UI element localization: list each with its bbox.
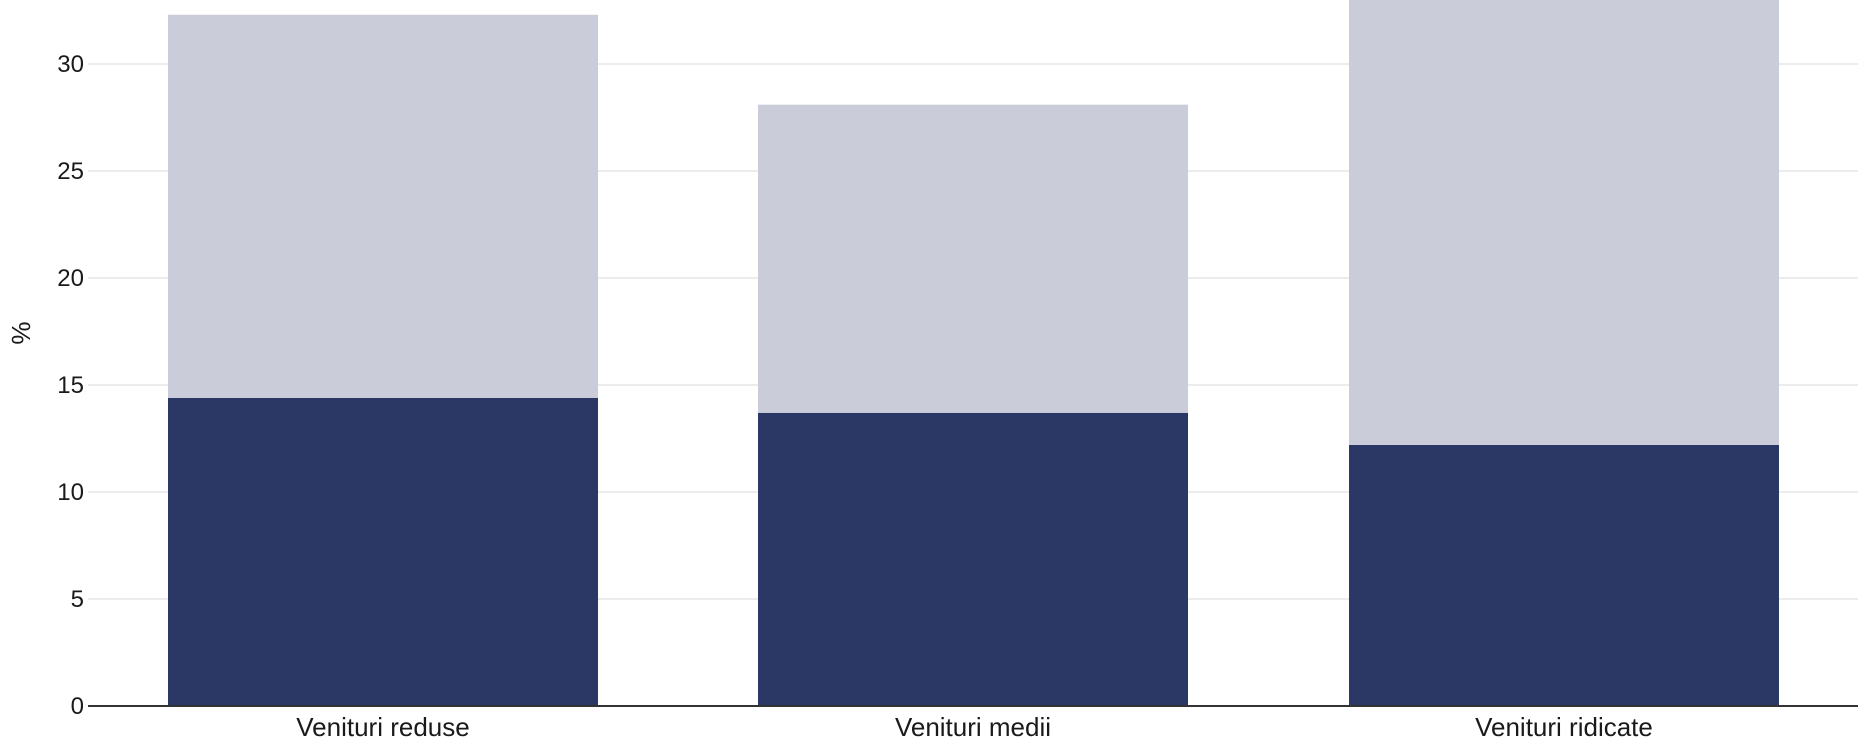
x-category-label: Venituri medii bbox=[895, 712, 1051, 740]
y-tick-label: 20 bbox=[57, 265, 84, 292]
y-tick-label: 25 bbox=[57, 158, 84, 185]
bar-segment-lower bbox=[1349, 444, 1779, 706]
y-axis-ticks: 0 5 10 15 20 25 30 bbox=[57, 51, 84, 720]
y-tick-label: 30 bbox=[57, 51, 84, 78]
x-category-label: Venituri ridicate bbox=[1475, 712, 1653, 740]
y-tick-label: 0 bbox=[71, 693, 84, 720]
bar-segment-upper bbox=[168, 14, 598, 398]
bar-segment-upper bbox=[758, 104, 1188, 413]
bar-segment-upper bbox=[1349, 0, 1779, 445]
y-tick-label: 10 bbox=[57, 479, 84, 506]
y-tick-label: 5 bbox=[71, 586, 84, 613]
y-tick-label: 15 bbox=[57, 372, 84, 399]
bars bbox=[168, 0, 1779, 706]
x-axis-labels: Venituri reduse Venituri medii Venituri ri… bbox=[296, 712, 1653, 740]
bar-segment-lower bbox=[168, 397, 598, 706]
y-axis-title: % bbox=[6, 321, 36, 344]
x-category-label: Venituri reduse bbox=[296, 712, 469, 740]
bar-segment-lower bbox=[758, 412, 1188, 706]
